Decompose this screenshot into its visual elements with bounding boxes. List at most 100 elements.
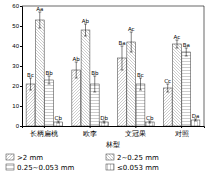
y-tick-label: 10 [12, 103, 19, 109]
significance-letter: Ba [118, 40, 125, 46]
legend-swatch [106, 164, 114, 170]
y-tick-mark [20, 66, 22, 67]
error-bar [75, 62, 78, 78]
error-bar [194, 119, 197, 121]
legend-label: ≤0.053 mm [117, 164, 159, 172]
plot: 0 10 20 30 40 50 60 长柄扁桃 欧李 文冠果 对照 Bc Ab Ba Cc Aa Ab Ac Ac… [12, 3, 204, 138]
x-axis: 长柄扁桃 欧李 文冠果 对照 [23, 126, 205, 138]
y-tick: 50 [12, 23, 22, 29]
bar [127, 42, 136, 126]
bars [26, 12, 200, 126]
x-tick: 文冠果 [125, 126, 146, 137]
y-tick-label: 20 [12, 83, 19, 89]
error-bar [148, 121, 151, 123]
legend-label: 0.25~0.053 mm [17, 164, 75, 172]
y-axis-line [20, 7, 23, 127]
bar [81, 30, 90, 126]
legend-label: >2 mm [17, 154, 43, 162]
significance-letter: Bc [137, 72, 144, 78]
error-bar [29, 78, 32, 90]
bar [136, 84, 145, 126]
bar [173, 44, 182, 126]
legend-swatch [6, 154, 14, 160]
significance-letter: Da [192, 113, 200, 119]
y-tick-label: 40 [12, 43, 19, 49]
bar [45, 80, 54, 126]
error-bar [57, 121, 60, 123]
error-bar [103, 121, 106, 123]
significance-letter: Ab [82, 18, 90, 24]
x-tick: 长柄扁桃 [30, 126, 58, 137]
x-tick-label: 对照 [175, 130, 189, 138]
chart: 0 10 20 30 40 50 60 长柄扁桃 欧李 文冠果 对照 Bc Ab Ba Cc Aa Ab Ac Ac… [0, 0, 208, 178]
y-tick-mark [20, 106, 22, 107]
legend-item: ≤0.053 mm [106, 164, 159, 172]
significance-letter: Cb [55, 115, 63, 121]
legend-label: 2~0.25 mm [117, 154, 159, 162]
bar [145, 122, 154, 126]
x-tick: 对照 [175, 126, 189, 138]
legend-swatch [106, 154, 114, 160]
error-bar [48, 76, 51, 84]
significance-letter: Ac [128, 26, 135, 32]
y-tick-label: 60 [12, 3, 19, 9]
bar [54, 122, 63, 126]
x-tick-mark [90, 126, 91, 128]
significance-letter: Ba [183, 42, 190, 48]
x-axis-title: 林型 [105, 141, 120, 149]
error-bar [84, 24, 87, 36]
bar [100, 122, 109, 126]
bar [72, 70, 81, 126]
legend-item: 0.25~0.053 mm [6, 164, 75, 172]
y-tick: 20 [12, 83, 22, 89]
y-tick-mark [20, 86, 22, 87]
bar [191, 120, 200, 126]
y-tick-mark [20, 6, 22, 7]
bar [35, 20, 44, 126]
y-tick: 0 [16, 123, 22, 129]
error-bar [175, 40, 178, 48]
legend-item: >2 mm [6, 154, 43, 162]
significance-letter: Db [100, 115, 108, 121]
significance-letter: Ab [73, 56, 81, 62]
significance-letter: Bb [91, 70, 99, 76]
y-axis: 0 10 20 30 40 50 60 [12, 3, 22, 129]
y-tick-label: 0 [16, 123, 20, 129]
significance-letter: Bc [27, 72, 34, 78]
y-tick-mark [20, 46, 22, 47]
y-tick-mark [20, 26, 22, 27]
error-bar [139, 78, 142, 90]
error-bar [130, 32, 133, 52]
y-tick-label: 50 [12, 23, 19, 29]
x-axis-line [23, 127, 205, 129]
error-bar [120, 46, 123, 70]
x-tick-label: 长柄扁桃 [30, 130, 58, 137]
legend-swatch [6, 164, 14, 170]
error-bar [93, 76, 96, 92]
x-tick-mark [44, 126, 45, 128]
significance-letter: Bb [45, 70, 53, 76]
bar [163, 88, 172, 126]
significance-letter: Cc [164, 78, 171, 84]
y-tick-label: 30 [12, 63, 19, 69]
error-bar [38, 12, 41, 28]
legend-item: 2~0.25 mm [106, 154, 159, 162]
x-tick-label: 欧李 [83, 130, 97, 137]
x-tick-mark [181, 126, 182, 128]
x-tick: 欧李 [83, 126, 97, 137]
y-tick: 60 [12, 3, 22, 9]
y-tick: 30 [12, 63, 22, 69]
y-tick: 10 [12, 103, 22, 109]
y-tick-mark [20, 126, 22, 127]
error-bar [185, 48, 188, 56]
y-tick: 40 [12, 43, 22, 49]
significance-letter: Aa [36, 6, 43, 12]
legend: >2 mm 2~0.25 mm 0.25~0.053 mm ≤0.053 mm [6, 154, 159, 172]
bar [26, 84, 35, 126]
error-bar [166, 84, 169, 92]
frame-right [204, 6, 205, 126]
x-tick-label: 文冠果 [125, 130, 146, 137]
bar [182, 52, 191, 126]
significance-letter: Ac [174, 34, 181, 40]
frame-top [22, 6, 204, 7]
